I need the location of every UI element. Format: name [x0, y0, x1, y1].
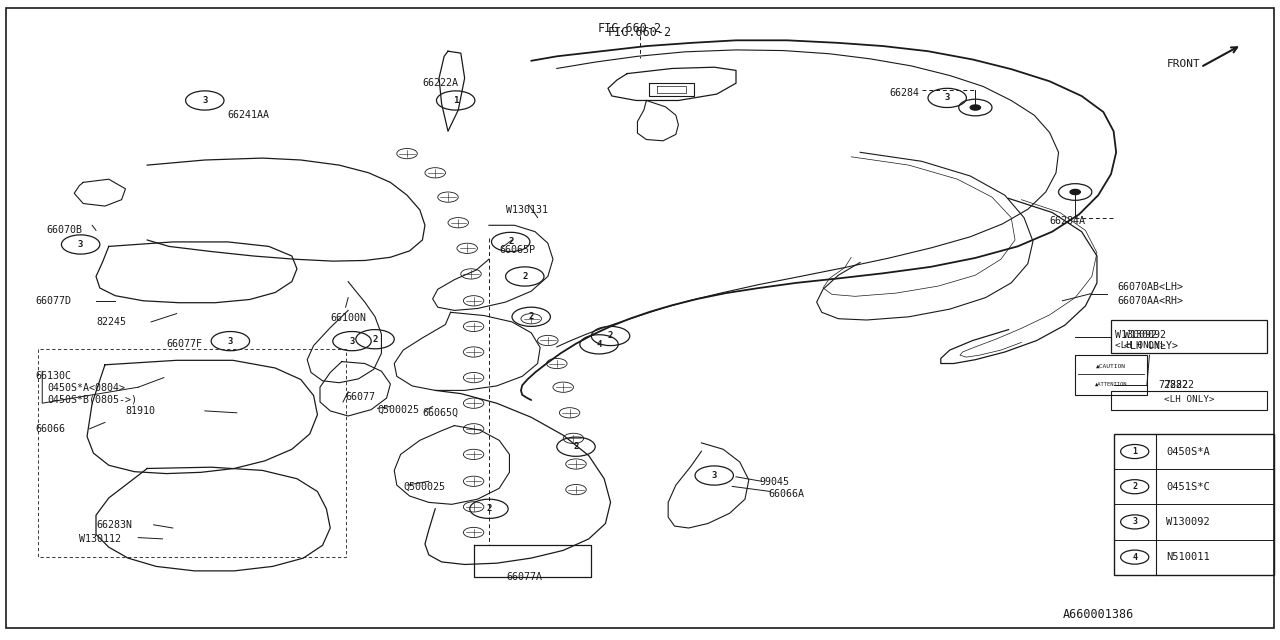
Text: N510011: N510011	[1166, 552, 1210, 562]
Text: 4: 4	[1133, 552, 1137, 562]
Text: 2: 2	[508, 237, 513, 246]
Text: 0450S*A: 0450S*A	[1166, 447, 1210, 456]
Text: W130092: W130092	[1115, 330, 1157, 340]
Text: 66066: 66066	[36, 424, 65, 434]
Text: W130112: W130112	[79, 534, 122, 544]
Text: 66241AA: 66241AA	[228, 110, 270, 120]
Text: 72822: 72822	[1158, 380, 1188, 390]
Text: FIG.660-2: FIG.660-2	[598, 22, 662, 35]
Text: 2: 2	[486, 504, 492, 513]
Text: 0450S*A<0804>: 0450S*A<0804>	[47, 383, 125, 394]
Text: 99045: 99045	[759, 477, 788, 487]
Text: 2: 2	[1133, 482, 1137, 492]
Text: 2: 2	[522, 272, 527, 281]
Text: <LH ONLY>: <LH ONLY>	[1124, 340, 1178, 351]
Text: 66222A: 66222A	[422, 78, 458, 88]
Text: 3: 3	[945, 93, 950, 102]
Text: 3: 3	[349, 337, 355, 346]
Text: 66077F: 66077F	[166, 339, 202, 349]
Text: W130092: W130092	[1124, 330, 1166, 340]
Text: 0451S*C: 0451S*C	[1166, 482, 1210, 492]
Text: 1: 1	[1133, 447, 1137, 456]
Text: 66077A: 66077A	[507, 572, 543, 582]
Text: Q500025: Q500025	[378, 404, 420, 415]
Text: 2: 2	[529, 312, 534, 321]
Text: 82245: 82245	[96, 317, 125, 327]
Text: 4: 4	[596, 340, 602, 349]
Text: <LH ONLY>: <LH ONLY>	[1115, 341, 1166, 350]
Text: FRONT: FRONT	[1167, 59, 1201, 69]
Text: 66070AA<RH>: 66070AA<RH>	[1117, 296, 1184, 306]
Text: <LH ONLY>: <LH ONLY>	[1164, 396, 1215, 404]
Circle shape	[1070, 189, 1080, 195]
Text: ▲ATTENTION: ▲ATTENTION	[1094, 381, 1128, 387]
Text: 66065P: 66065P	[499, 244, 535, 255]
Text: Q500025: Q500025	[403, 481, 445, 492]
Text: 66077D: 66077D	[36, 296, 72, 306]
Text: 3: 3	[228, 337, 233, 346]
Circle shape	[970, 105, 980, 110]
Text: 1: 1	[453, 96, 458, 105]
Text: 81910: 81910	[125, 406, 155, 416]
Text: 2: 2	[573, 442, 579, 451]
Text: 2: 2	[372, 335, 378, 344]
Text: 72822: 72822	[1165, 380, 1194, 390]
Text: 2: 2	[608, 332, 613, 340]
Text: 66066A: 66066A	[768, 489, 804, 499]
Text: 66284: 66284	[890, 88, 919, 98]
Text: 66077: 66077	[346, 392, 375, 402]
Text: 66100N: 66100N	[330, 313, 366, 323]
Text: W130092: W130092	[1166, 517, 1210, 527]
Text: ▲CAUTION: ▲CAUTION	[1096, 364, 1126, 369]
Text: W130131: W130131	[506, 205, 548, 215]
Text: 3: 3	[1133, 517, 1137, 527]
Text: 66284A: 66284A	[1050, 216, 1085, 226]
Text: 66283N: 66283N	[96, 520, 132, 530]
Text: A660001386: A660001386	[1062, 608, 1134, 621]
Text: 66070B: 66070B	[46, 225, 82, 236]
Text: FIG.660-2: FIG.660-2	[608, 26, 672, 38]
Text: 0450S*B(0805->): 0450S*B(0805->)	[47, 395, 137, 405]
Text: 66065Q: 66065Q	[422, 408, 458, 418]
Text: 3: 3	[712, 471, 717, 480]
Text: 66130C: 66130C	[36, 371, 72, 381]
Text: 3: 3	[78, 240, 83, 249]
Text: 3: 3	[202, 96, 207, 105]
Text: 66070AB<LH>: 66070AB<LH>	[1117, 282, 1184, 292]
